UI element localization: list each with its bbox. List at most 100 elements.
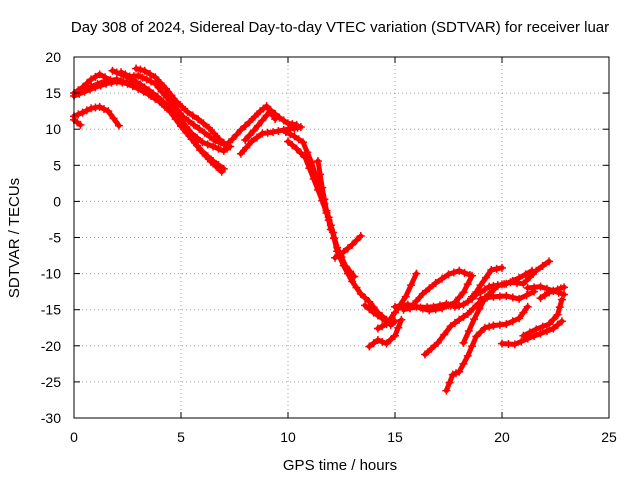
- y-tick-label: -20: [41, 338, 61, 354]
- data-point-interp: [335, 250, 344, 259]
- y-tick-label: -25: [41, 374, 61, 390]
- data-point: [459, 288, 468, 297]
- data-point: [140, 66, 149, 75]
- data-point: [313, 156, 322, 165]
- data-point-interp: [180, 124, 189, 133]
- data-point: [322, 206, 331, 215]
- data-point: [397, 315, 406, 324]
- data-point: [172, 97, 181, 106]
- y-tick-label: -5: [49, 230, 62, 246]
- series-line: [285, 139, 389, 323]
- data-point: [298, 138, 307, 147]
- data-point-interp: [412, 297, 421, 306]
- x-tick-label: 0: [70, 429, 78, 445]
- data-point: [433, 338, 442, 347]
- data-point: [284, 137, 292, 146]
- data-point-interp: [201, 151, 210, 160]
- data-point: [470, 315, 479, 324]
- data-point-interp: [173, 106, 182, 115]
- data-point-interp: [455, 293, 464, 302]
- data-point: [356, 289, 365, 298]
- series-arc-x: [476, 287, 539, 303]
- data-point: [532, 325, 541, 334]
- data-point: [204, 123, 213, 132]
- data-point-interp: [252, 133, 261, 142]
- series-arc-n: [331, 232, 365, 262]
- data-point: [455, 315, 464, 324]
- series-arc-f: [132, 64, 233, 151]
- data-point: [144, 86, 153, 95]
- data-point-interp: [80, 85, 89, 94]
- data-point-interp: [472, 290, 481, 299]
- data-point: [382, 339, 391, 348]
- data-point: [549, 324, 558, 333]
- data-point-interp: [481, 273, 490, 282]
- data-point: [290, 132, 299, 141]
- data-point-interp: [463, 280, 472, 289]
- data-point: [515, 273, 524, 282]
- data-point: [215, 135, 224, 144]
- series-arc-q: [365, 315, 406, 351]
- data-point-interp: [106, 76, 115, 85]
- x-axis-title: GPS time / hours: [283, 457, 397, 474]
- data-point: [455, 367, 464, 376]
- data-point-interp: [542, 284, 551, 293]
- data-point: [373, 324, 382, 333]
- data-point-interp: [184, 116, 193, 125]
- data-point: [164, 102, 173, 111]
- data-point: [153, 92, 162, 101]
- data-point: [476, 294, 485, 303]
- data-point: [378, 314, 387, 323]
- data-point-interp: [254, 121, 263, 130]
- data-point: [236, 125, 245, 134]
- data-point-interp: [519, 308, 528, 317]
- data-point-interp: [386, 314, 395, 323]
- data-point: [236, 149, 245, 158]
- series-arc-k: [281, 128, 359, 281]
- data-point: [217, 167, 226, 176]
- data-point: [502, 291, 511, 300]
- data-point: [557, 295, 566, 304]
- data-point: [502, 320, 511, 329]
- data-point: [157, 87, 166, 96]
- series-arc-p: [373, 269, 421, 333]
- data-point: [519, 331, 528, 340]
- data-point: [196, 146, 205, 155]
- data-point: [459, 300, 468, 309]
- data-point-interp: [530, 332, 539, 341]
- data-point: [87, 75, 96, 84]
- data-point-interp: [82, 106, 91, 115]
- data-point: [224, 142, 233, 151]
- data-point: [468, 292, 477, 301]
- data-point-interp: [352, 283, 361, 292]
- data-point-interp: [450, 319, 459, 328]
- data-point-interp: [365, 304, 374, 313]
- data-point-interp: [343, 244, 352, 253]
- data-point: [194, 115, 203, 124]
- data-point: [87, 82, 96, 91]
- data-point-interp: [549, 315, 558, 324]
- series-arc-ad: [523, 282, 569, 299]
- data-point: [132, 64, 141, 73]
- data-point: [365, 297, 374, 306]
- data-point: [245, 117, 254, 126]
- y-tick-label: 0: [53, 193, 61, 209]
- data-point-interp: [203, 140, 212, 149]
- data-point: [455, 266, 464, 275]
- data-point-interp: [250, 112, 259, 121]
- data-point-interp: [492, 264, 501, 273]
- data-point-interp: [438, 274, 447, 283]
- series-arc-e: [117, 68, 280, 150]
- data-point: [114, 121, 123, 130]
- data-point-interp: [274, 127, 283, 136]
- data-point-interp: [147, 77, 156, 86]
- x-tick-label: 5: [177, 429, 185, 445]
- data-point: [425, 306, 434, 315]
- data-point-interp: [521, 270, 530, 279]
- data-point: [536, 329, 545, 338]
- data-point: [356, 232, 365, 241]
- data-point-interp: [378, 322, 387, 331]
- data-point-interp: [508, 293, 517, 302]
- data-point: [553, 310, 562, 319]
